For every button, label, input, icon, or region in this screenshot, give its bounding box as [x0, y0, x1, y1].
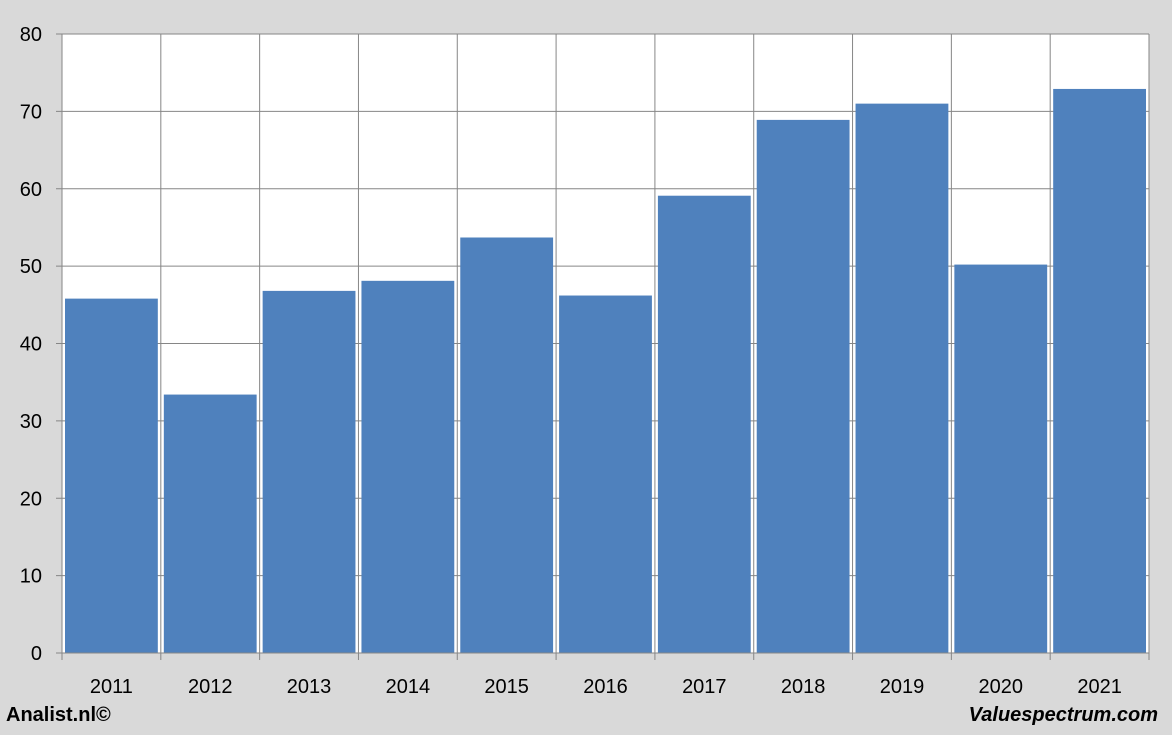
bar-2011 [65, 298, 158, 653]
y-tick-label: 20 [20, 488, 42, 510]
x-tick-label: 2016 [583, 676, 628, 698]
x-tick-label: 2020 [979, 676, 1024, 698]
y-tick-label: 30 [20, 411, 42, 433]
y-tick-label: 80 [20, 24, 42, 46]
y-tick-label: 10 [20, 566, 42, 588]
x-tick-label: 2012 [188, 676, 233, 698]
bar-2021 [1053, 88, 1146, 653]
x-tick-label: 2011 [90, 676, 133, 698]
x-tick-label: 2015 [484, 676, 529, 698]
y-tick-labels: 0 10 20 30 40 50 60 70 80 [20, 24, 42, 665]
x-tick-label: 2014 [386, 676, 431, 698]
bar-2014 [361, 280, 455, 653]
x-tick-label: 2017 [682, 676, 727, 698]
bar-2016 [559, 295, 652, 653]
y-tick-label: 0 [31, 643, 42, 665]
bars [65, 88, 1146, 654]
y-tick-label: 50 [20, 256, 42, 278]
footer-brand-right: Valuespectrum.com [968, 704, 1158, 726]
y-tick-label: 70 [20, 101, 42, 123]
bar-2012 [163, 394, 257, 653]
bar-2018 [756, 119, 850, 654]
y-tick-label: 60 [20, 179, 42, 201]
footer-brand-left: Analist.nl© [6, 704, 111, 726]
bar-2017 [657, 195, 751, 653]
bar-2019 [855, 103, 949, 653]
y-tick-label: 40 [20, 334, 42, 356]
bar-2020 [954, 264, 1048, 653]
x-tick-label: 2021 [1077, 676, 1122, 698]
x-tick-label: 2019 [880, 676, 925, 698]
bar-2013 [262, 290, 356, 653]
bar-2015 [460, 237, 554, 653]
x-tick-labels: 2011 2012 2013 2014 2015 2016 2017 2018 2019 2020… [90, 676, 1122, 698]
x-tick-label: 2018 [781, 676, 826, 698]
x-tick-label: 2013 [287, 676, 332, 698]
axes [61, 34, 1149, 654]
